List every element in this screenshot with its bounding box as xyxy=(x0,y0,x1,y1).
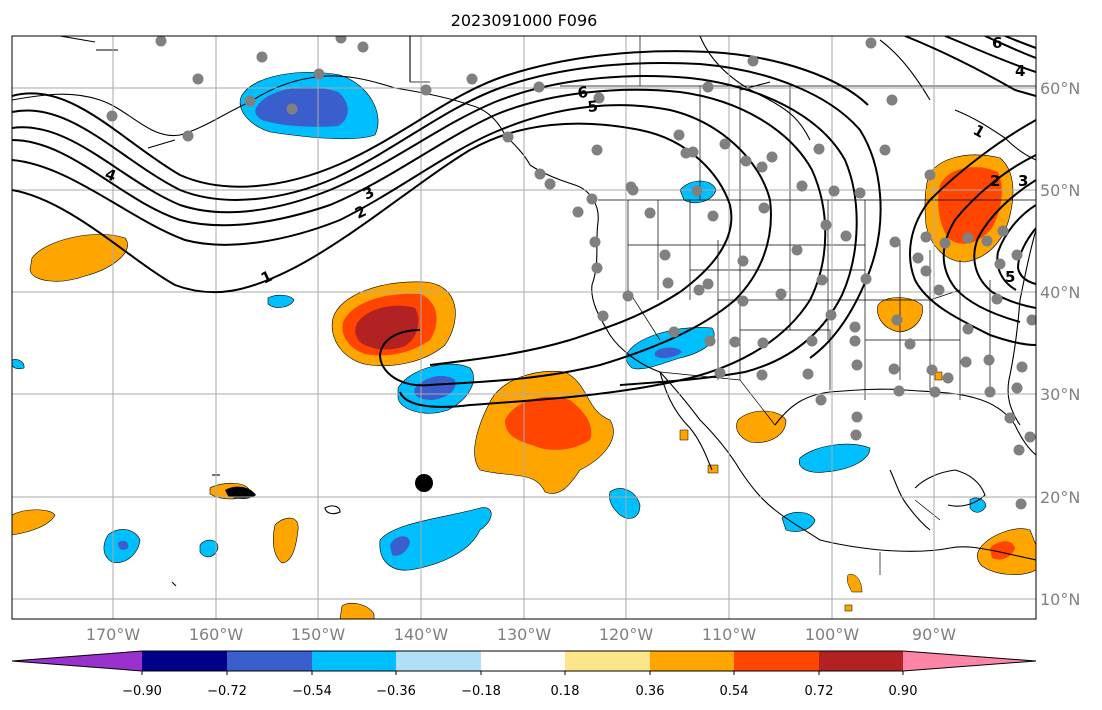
lat-label: 50°N xyxy=(1040,181,1080,200)
colorbar-tick-labels: −0.90 −0.72 −0.54 −0.36 −0.18 0.18 0.36 … xyxy=(122,684,917,699)
station-dots xyxy=(106,36,1036,510)
contour-ne3 xyxy=(984,36,1036,59)
map-frame xyxy=(11,35,1037,620)
svg-text:2: 2 xyxy=(990,172,1000,190)
contour-6 xyxy=(12,50,869,188)
anomaly-shading xyxy=(12,72,1036,619)
contour-r1 xyxy=(909,119,1036,346)
colorbar-tick: 0.54 xyxy=(720,684,749,699)
svg-text:5: 5 xyxy=(587,97,599,116)
colorbar-tick: 0.36 xyxy=(636,684,665,699)
colorbar-tick: 0.90 xyxy=(889,684,918,699)
svg-text:3: 3 xyxy=(1018,172,1028,190)
lat-label: 10°N xyxy=(1040,590,1080,609)
colorbar xyxy=(11,650,1037,675)
contour-ne1 xyxy=(904,36,1036,97)
lat-label: 30°N xyxy=(1040,385,1080,404)
latitude-labels: 60°N 50°N 40°N 30°N 20°N 10°N xyxy=(1040,79,1080,609)
lat-label: 60°N xyxy=(1040,79,1080,98)
lon-label: 120°W xyxy=(599,625,654,644)
contour-r3 xyxy=(973,179,1036,309)
black-dot-marker xyxy=(415,474,433,492)
lon-label: 170°W xyxy=(86,625,141,644)
colorbar-tick: −0.54 xyxy=(292,684,332,699)
colorbar-segment xyxy=(734,651,819,671)
lon-label: 150°W xyxy=(291,625,346,644)
lat-label: 20°N xyxy=(1040,488,1080,507)
svg-text:5: 5 xyxy=(1005,268,1015,286)
colorbar-segment xyxy=(903,651,1036,671)
svg-text:4: 4 xyxy=(1015,62,1025,80)
colorbar-segment xyxy=(819,651,903,671)
contour-3 xyxy=(12,88,827,408)
colorbar-segment xyxy=(565,651,650,671)
contour-5 xyxy=(12,62,882,359)
colorbar-segment xyxy=(142,651,227,671)
colorbar-segment xyxy=(227,651,312,671)
svg-text:6: 6 xyxy=(992,34,1002,52)
svg-text:6: 6 xyxy=(577,83,589,102)
lon-label: 110°W xyxy=(702,625,757,644)
lon-label: 130°W xyxy=(497,625,552,644)
lon-label: 100°W xyxy=(805,625,860,644)
colorbar-tick: −0.36 xyxy=(376,684,416,699)
longitude-labels: 170°W 160°W 150°W 140°W 130°W 120°W 110°… xyxy=(86,625,956,644)
lon-label: 160°W xyxy=(189,625,244,644)
colorbar-tick: −0.90 xyxy=(122,684,162,699)
colorbar-segment xyxy=(312,651,396,671)
colorbar-segment xyxy=(396,651,481,671)
contour-2 xyxy=(12,104,772,387)
contour-1 xyxy=(12,122,733,366)
lat-label: 40°N xyxy=(1040,283,1080,302)
contour-r4 xyxy=(996,204,1036,291)
height-contours xyxy=(12,36,1036,408)
contour-ne4 xyxy=(1004,36,1036,49)
graticule xyxy=(12,36,1036,619)
colorbar-segment xyxy=(481,651,565,671)
colorbar-segment xyxy=(12,651,142,671)
figure-title: 2023091000 F096 xyxy=(451,11,598,30)
contour-4 xyxy=(12,75,858,386)
colorbar-segment xyxy=(650,651,734,671)
contour-r5 xyxy=(1016,227,1036,285)
contour-ne2 xyxy=(944,36,1036,73)
colorbar-tick: 0.18 xyxy=(551,684,580,699)
colorbar-tick: −0.18 xyxy=(461,684,501,699)
colorbar-tick: 0.72 xyxy=(805,684,834,699)
colorbar-tick: −0.72 xyxy=(207,684,247,699)
lon-label: 140°W xyxy=(394,625,449,644)
lon-label: 90°W xyxy=(912,625,956,644)
